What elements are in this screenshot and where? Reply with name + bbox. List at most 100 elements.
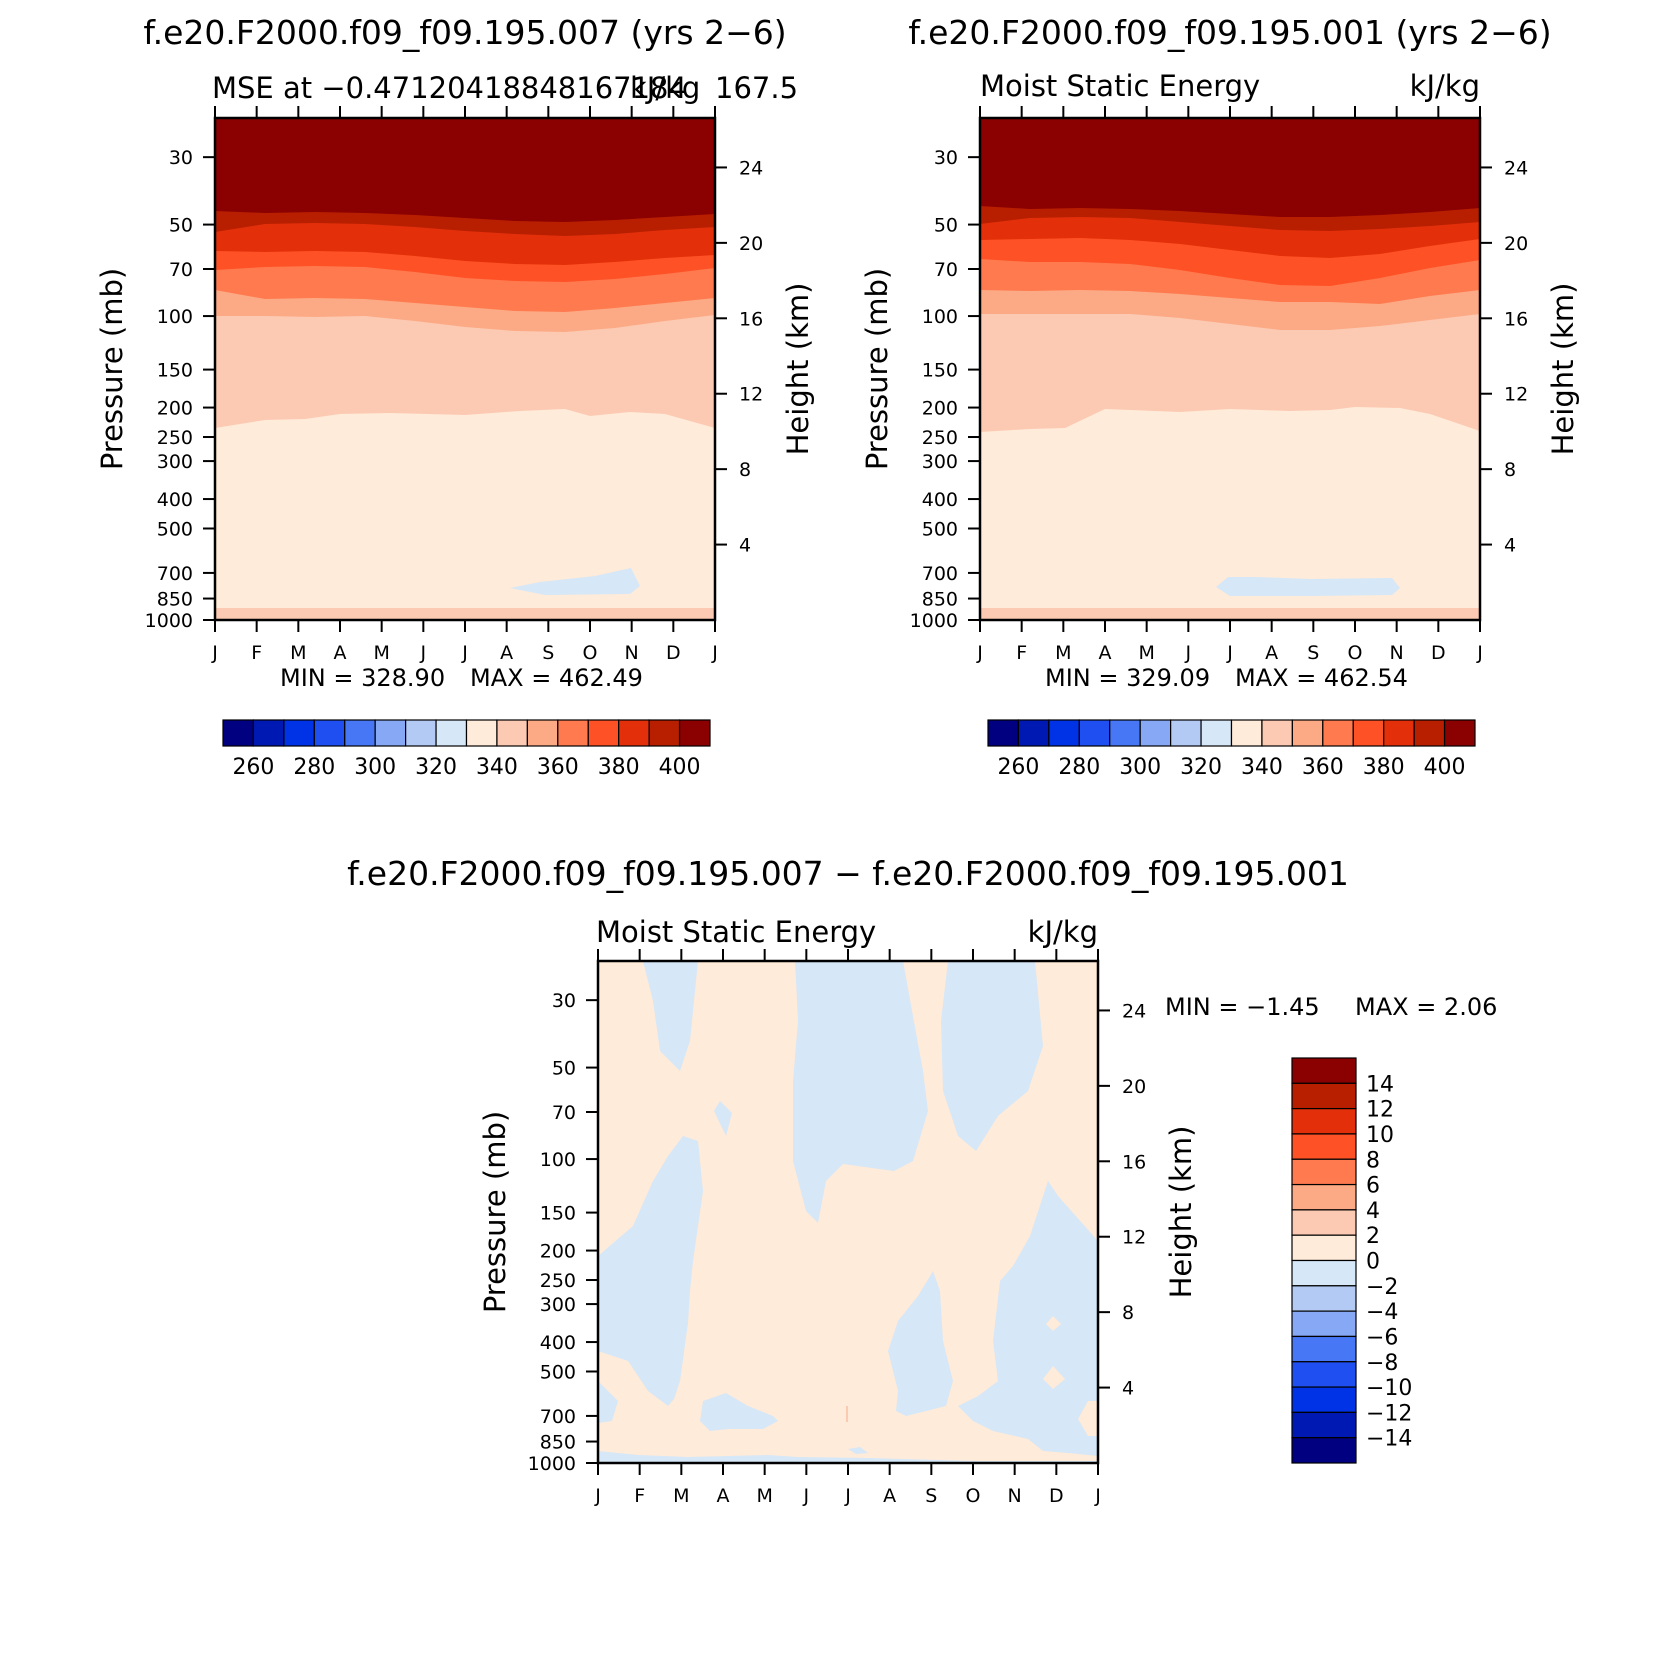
- pressure-tick-label: 50: [552, 1058, 576, 1080]
- panel-b-ylabel: Pressure (mb): [860, 268, 894, 470]
- x-tick-label: J: [711, 642, 718, 664]
- x-tick-label: J: [420, 642, 427, 664]
- colorbar-swatch: [1291, 1285, 1357, 1312]
- panel-b-contours: [980, 118, 1480, 620]
- panel-a-left-subtitle: MSE at −0.47120418848167184: [212, 71, 687, 105]
- height-tick-label: 16: [1504, 308, 1528, 330]
- colorbar-swatch: [1383, 719, 1415, 747]
- panel-c-fill-neg6: [598, 1381, 618, 1423]
- panel-b-fill-sfc: [980, 608, 1480, 620]
- colorbar-swatch: [1291, 719, 1324, 747]
- panel-b-min: MIN = 329.09: [1045, 664, 1210, 692]
- colorbar-label: −6: [1366, 1325, 1398, 1350]
- pressure-tick-label: 1000: [145, 610, 193, 632]
- height-tick-label: 24: [739, 157, 763, 179]
- panel-c-fill-neg8: [888, 1271, 953, 1416]
- colorbar-label: −8: [1366, 1351, 1398, 1376]
- panel-c-left-subtitle: Moist Static Energy: [596, 915, 876, 949]
- colorbar-label: 260: [232, 755, 274, 780]
- colorbar-swatch: [1443, 719, 1476, 747]
- panel-c-fill-neg1: [643, 961, 698, 1071]
- colorbar-swatch: [1352, 719, 1385, 747]
- colorbar-label: −2: [1366, 1275, 1398, 1300]
- x-tick-label: J: [844, 1485, 851, 1507]
- x-tick-label: A: [334, 642, 347, 664]
- colorbar-label: 360: [537, 755, 579, 780]
- colorbar-label: 6: [1366, 1174, 1380, 1199]
- panel-c-max: MAX = 2.06: [1355, 993, 1497, 1021]
- colorbar-swatch: [313, 719, 346, 747]
- pressure-tick-label: 500: [922, 519, 958, 541]
- colorbar-swatch: [1291, 1108, 1357, 1135]
- colorbar-swatch: [1291, 1386, 1357, 1413]
- panel-c: f.e20.F2000.f09_f09.195.007 − f.e20.F200…: [347, 854, 1497, 1507]
- pressure-tick-label: 30: [169, 147, 193, 169]
- colorbar-label: 340: [476, 755, 518, 780]
- colorbar-swatch: [1200, 719, 1233, 747]
- x-tick-label: J: [1185, 642, 1192, 664]
- colorbar-label: 2: [1366, 1224, 1380, 1249]
- pressure-tick-label: 150: [922, 360, 958, 382]
- height-tick-label: 4: [1504, 535, 1516, 557]
- pressure-tick-label: 100: [540, 1149, 576, 1171]
- x-tick-label: M: [673, 1485, 689, 1507]
- x-tick-label: O: [966, 1485, 981, 1507]
- colorbar-swatch: [1291, 1437, 1357, 1464]
- x-tick-label: J: [1094, 1485, 1101, 1507]
- colorbar-label: 260: [997, 755, 1039, 780]
- colorbar-label: −12: [1366, 1401, 1412, 1426]
- x-tick-label: M: [1138, 642, 1154, 664]
- colorbar-swatch: [283, 719, 315, 747]
- panel-b-ylabel-right: Height (km): [1546, 283, 1580, 456]
- x-tick-label: J: [211, 642, 218, 664]
- pressure-tick-label: 1000: [528, 1453, 576, 1475]
- panel-b-colorbar: 260 280 300 320 340 360 380 400: [987, 719, 1476, 780]
- pressure-tick-label: 300: [540, 1294, 576, 1316]
- height-tick-label: 12: [1122, 1227, 1146, 1249]
- height-tick-label: 4: [739, 535, 751, 557]
- colorbar-label: 10: [1366, 1123, 1394, 1148]
- colorbar-swatch: [1291, 1057, 1357, 1084]
- colorbar-swatch: [1291, 1259, 1357, 1287]
- panel-c-fill-pos-isl3: [1078, 1401, 1098, 1436]
- colorbar-swatch: [526, 719, 559, 747]
- colorbar-swatch: [1109, 719, 1141, 747]
- x-tick-label: D: [666, 642, 681, 664]
- height-tick-label: 20: [1504, 233, 1528, 255]
- x-tick-label: F: [251, 642, 262, 664]
- pressure-tick-label: 30: [552, 990, 576, 1012]
- colorbar-swatch: [435, 719, 468, 747]
- pressure-tick-label: 200: [157, 398, 193, 420]
- colorbar-swatch: [1291, 1082, 1357, 1110]
- panel-c-fill-pos-isl2: [1043, 1366, 1065, 1389]
- colorbar-label: 400: [659, 755, 701, 780]
- x-tick-label: M: [1055, 642, 1071, 664]
- panel-c-fill-neg4: [714, 1101, 732, 1136]
- panel-a-fill-sfc: [215, 608, 715, 620]
- panel-b-fill-c7: [980, 118, 1480, 217]
- x-tick-label: O: [583, 642, 598, 664]
- panel-b: f.e20.F2000.f09_f09.195.001 (yrs 2−6) Mo…: [860, 13, 1580, 780]
- x-tick-label: A: [717, 1485, 730, 1507]
- panel-c-fill-neg5: [598, 1136, 703, 1406]
- x-tick-label: J: [594, 1485, 601, 1507]
- x-tick-label: J: [1476, 642, 1483, 664]
- height-tick-label: 12: [1504, 384, 1528, 406]
- colorbar-swatch: [678, 719, 711, 747]
- colorbar-label: 280: [293, 755, 335, 780]
- colorbar-swatch: [496, 719, 528, 747]
- colorbar-label: −14: [1366, 1427, 1412, 1452]
- pressure-tick-label: 500: [540, 1362, 576, 1384]
- pressure-tick-label: 50: [169, 215, 193, 237]
- height-tick-label: 16: [739, 308, 763, 330]
- pressure-tick-label: 100: [157, 306, 193, 328]
- colorbar-swatch: [222, 719, 255, 747]
- colorbar-label: 320: [415, 755, 457, 780]
- panel-c-fill-neg10: [598, 1451, 1098, 1463]
- pressure-tick-label: 30: [934, 147, 958, 169]
- panel-a-extra-subtitle: 167.5: [715, 71, 798, 105]
- colorbar-label: −4: [1366, 1300, 1398, 1325]
